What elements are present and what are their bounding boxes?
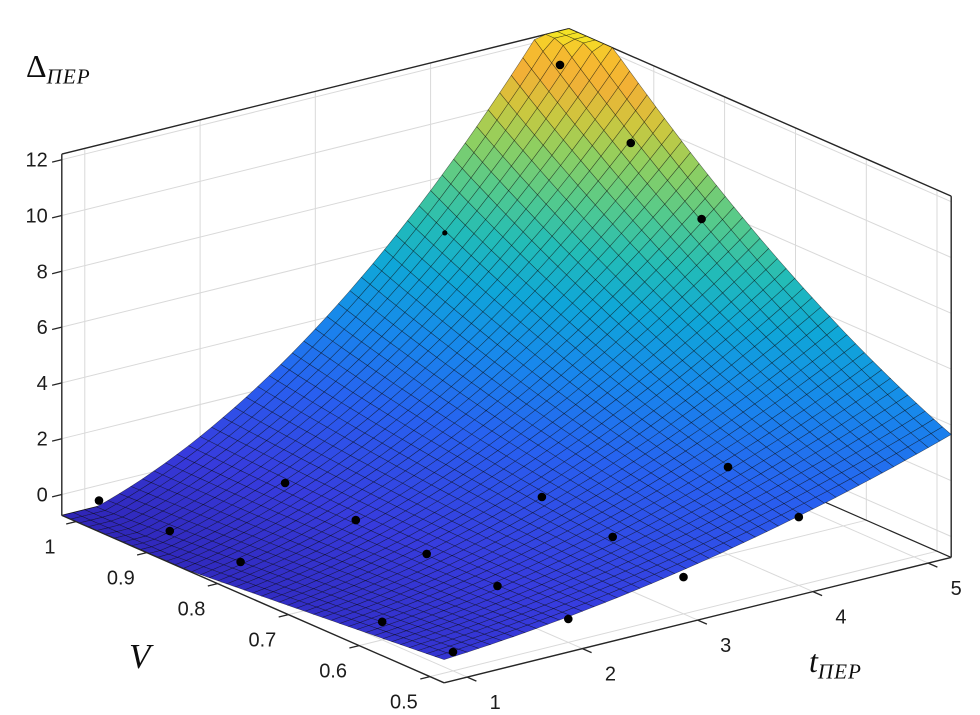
data-point [422,549,432,559]
data-point [555,60,565,70]
data-point [448,647,458,657]
data-point [679,572,688,582]
surface-mesh [60,28,952,660]
y-axis-label: V [129,639,150,674]
svg-text:12: 12 [26,150,48,172]
svg-text:1: 1 [490,692,501,714]
front-axis-edges [61,514,952,684]
y-axis-label-symbol: V [129,637,151,676]
z-axis-label: ΔПЕР [26,50,91,87]
data-point [608,532,617,542]
z-axis-label-symbol: Δ [26,48,47,84]
svg-text:4: 4 [37,373,48,395]
data-point [236,557,245,567]
svg-text:2: 2 [605,664,616,686]
data-point [165,526,175,536]
svg-text:8: 8 [37,261,48,283]
svg-text:0.6: 0.6 [319,661,347,683]
x-axis-label: tПЕР [809,645,862,682]
svg-text:3: 3 [720,635,731,657]
z-axis-label-subscript: ПЕР [46,64,91,89]
data-point [626,138,636,148]
x-axis-ticks: 1 2 3 4 5 [466,562,962,714]
data-point [280,478,290,488]
x-axis-label-subscript: ПЕР [817,659,862,684]
data-point [564,614,573,624]
z-axis-ticks: 0 2 4 6 8 10 12 [26,150,62,507]
svg-text:0: 0 [37,485,48,507]
svg-text:0.7: 0.7 [248,630,276,652]
data-point [493,581,502,591]
data-point [723,462,733,472]
svg-text:1: 1 [44,537,55,559]
scatter-points [94,60,804,657]
data-point [94,496,104,505]
svg-text:0.9: 0.9 [107,568,135,590]
svg-text:6: 6 [37,317,48,339]
svg-text:2: 2 [37,429,48,451]
data-point [351,515,361,525]
svg-text:4: 4 [835,607,846,629]
x-axis-label-symbol: t [809,643,818,679]
svg-text:0.5: 0.5 [390,692,418,714]
y-axis-ticks: 1 0.9 0.8 0.7 0.6 0.5 [44,520,431,714]
data-point [697,214,706,224]
svg-text:0.8: 0.8 [178,599,206,621]
data-point [377,617,387,627]
data-point [537,492,547,502]
svg-text:10: 10 [26,206,48,228]
data-point [794,512,804,522]
data-point [442,230,448,236]
svg-text:5: 5 [951,578,962,600]
